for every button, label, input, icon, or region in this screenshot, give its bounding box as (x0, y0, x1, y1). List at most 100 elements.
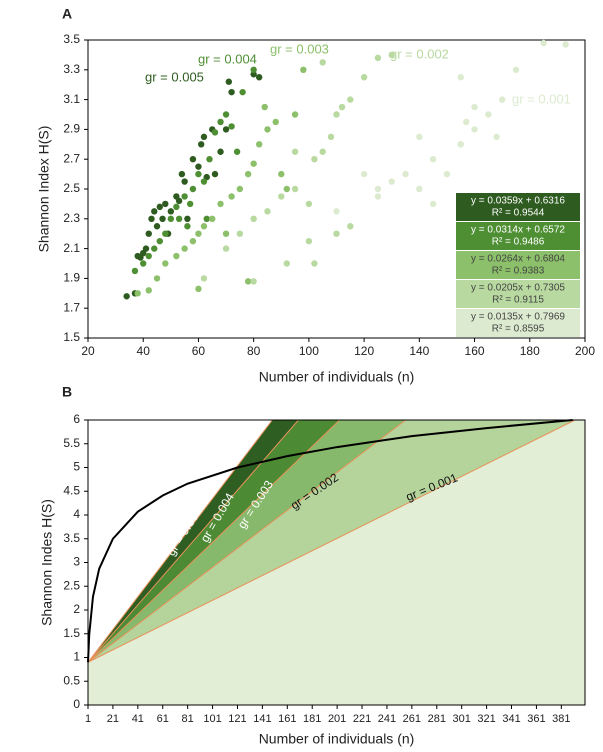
point (162, 200, 169, 208)
legend-equation: y = 0.0264x + 0.6804 (471, 254, 565, 265)
point (156, 203, 163, 211)
point (255, 74, 263, 81)
x-tick-label: 221 (353, 713, 371, 725)
point (175, 197, 183, 205)
x-tick-label: 61 (157, 713, 169, 725)
x-tick-label: 141 (253, 713, 271, 725)
point (167, 208, 175, 215)
point (416, 185, 423, 193)
point (347, 96, 354, 103)
point (236, 185, 244, 193)
point (283, 260, 290, 267)
point (195, 285, 202, 293)
point (189, 156, 197, 163)
legend-box (456, 309, 580, 337)
point (181, 245, 188, 252)
y-tick-label: 3 (73, 555, 80, 569)
x-tick-label: 361 (527, 713, 545, 725)
point (540, 39, 547, 47)
point (173, 203, 180, 211)
point (498, 96, 506, 103)
point (239, 88, 246, 96)
point (283, 185, 290, 193)
point (291, 111, 299, 118)
y-tick-label: 3.1 (63, 92, 80, 106)
legend-box (456, 280, 580, 308)
point (217, 200, 224, 208)
point (457, 74, 464, 81)
point (217, 118, 224, 126)
x-tick-label: 21 (107, 713, 119, 725)
point (159, 215, 166, 222)
point (264, 208, 271, 215)
legend-equation: y = 0.0314x + 0.6572 (471, 225, 565, 236)
legend-r2: R² = 0.9544 (492, 208, 545, 219)
point (173, 252, 180, 260)
point (211, 170, 219, 178)
legend-r2: R² = 0.8595 (492, 324, 545, 335)
point (463, 118, 470, 126)
point (374, 193, 382, 200)
series-label: gr = 0.002 (390, 46, 449, 61)
y-axis-label: Shannon Index H(S) (36, 126, 52, 253)
point (278, 170, 285, 178)
series-label: gr = 0.004 (198, 51, 257, 66)
x-tick-label: 161 (278, 713, 296, 725)
x-tick-label: 40 (137, 344, 151, 358)
point (347, 223, 354, 230)
x-tick-label: 60 (192, 344, 206, 358)
panel-label: A (62, 6, 72, 22)
point (200, 178, 208, 185)
y-tick-label: 1 (73, 650, 80, 664)
point (319, 148, 326, 155)
x-tick-label: 120 (354, 344, 374, 358)
point (145, 287, 152, 294)
series-label: gr = 0.005 (145, 69, 204, 84)
legend-r2: R² = 0.9115 (492, 295, 544, 306)
y-tick-label: 5.5 (63, 436, 80, 450)
y-axis-label: Shannon Indes H(S) (39, 499, 55, 626)
point (167, 215, 175, 222)
point (485, 111, 492, 118)
x-tick-label: 101 (203, 713, 221, 725)
curve (87, 419, 573, 663)
point (222, 111, 230, 118)
y-tick-label: 4 (73, 507, 80, 521)
y-tick-label: 2.5 (63, 578, 80, 592)
point (388, 178, 395, 185)
point (156, 237, 163, 245)
legend-equation: y = 0.0359x + 0.6316 (471, 196, 565, 207)
point (140, 260, 147, 267)
point (195, 170, 202, 178)
point (131, 267, 139, 275)
boundary-line (87, 419, 340, 663)
point (217, 148, 224, 155)
y-tick-label: 1.5 (63, 330, 80, 344)
point (338, 103, 346, 111)
boundary-line (87, 419, 299, 663)
point (272, 118, 279, 126)
x-tick-label: 80 (247, 344, 261, 358)
point (175, 215, 183, 222)
point (145, 230, 152, 237)
y-tick-label: 1.9 (63, 271, 80, 285)
y-tick-label: 2.5 (63, 181, 80, 195)
point (457, 141, 464, 148)
point (291, 148, 299, 155)
point (250, 66, 257, 74)
y-tick-label: 3.5 (63, 32, 80, 46)
point (200, 275, 208, 282)
point (327, 133, 335, 141)
point (184, 215, 191, 222)
point (319, 59, 326, 66)
y-tick-label: 0 (73, 697, 80, 711)
point (360, 74, 368, 81)
point (250, 160, 257, 167)
point (134, 290, 141, 297)
x-tick-label: 201 (328, 713, 346, 725)
point (388, 51, 395, 59)
point (206, 156, 213, 163)
point (222, 230, 230, 237)
